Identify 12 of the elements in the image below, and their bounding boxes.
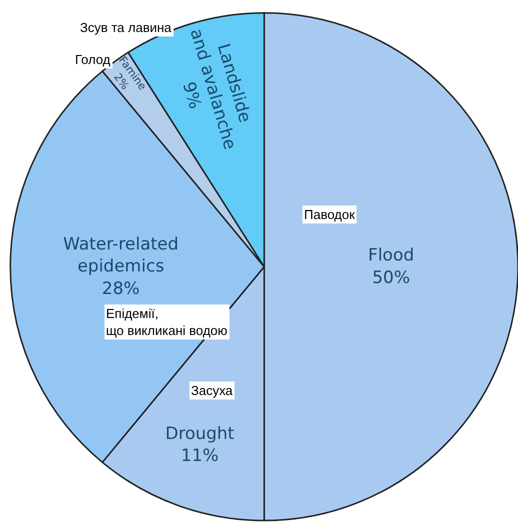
slice-label: Drought bbox=[165, 424, 235, 444]
data-label: 28% bbox=[102, 278, 140, 299]
text: Зсув та лавина bbox=[80, 20, 172, 35]
text: Голод bbox=[75, 52, 111, 67]
slice-label: Flood bbox=[368, 246, 414, 266]
data-label: 11% bbox=[180, 446, 219, 466]
data-label: 50% bbox=[372, 268, 410, 288]
slice-label: Water-related epidemics bbox=[63, 234, 179, 277]
text: Засуха bbox=[191, 383, 234, 398]
text: Паводок bbox=[304, 207, 356, 222]
text: Епідемії, що викликані водою bbox=[106, 306, 228, 338]
data-label: 9% bbox=[178, 80, 205, 112]
